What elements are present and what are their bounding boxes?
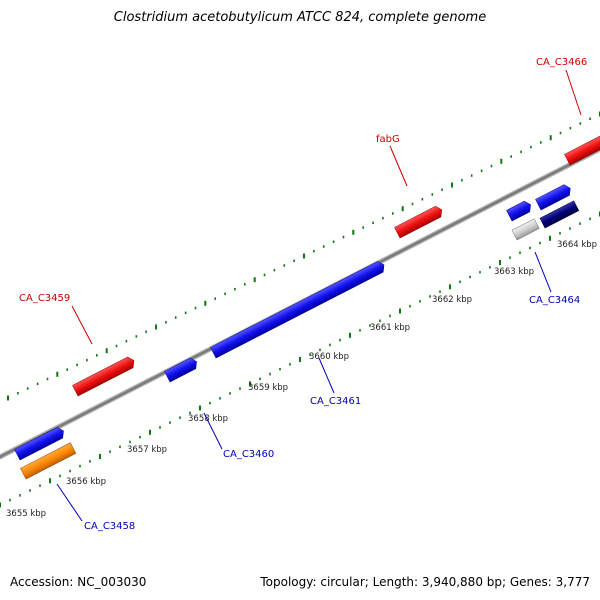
kbp-labels: 3655 kbp 3656 kbp 3657 kbp 3658 kbp 3659 kbp…: [6, 240, 597, 519]
kbp-label: 3661 kbp: [370, 323, 410, 333]
accession-text: Accession: NC_003030: [10, 575, 147, 589]
label-CA_C3464[interactable]: CA_C3464: [529, 295, 580, 306]
kbp-label: 3664 kbp: [557, 240, 597, 250]
kbp-label: 3662 kbp: [432, 295, 472, 305]
kbp-label: 3655 kbp: [6, 509, 46, 519]
kbp-label: 3657 kbp: [127, 445, 167, 455]
label-CA_C3459[interactable]: CA_C3459: [19, 293, 70, 304]
gene-CA_C3458[interactable]: [20, 442, 77, 480]
gene-blue-2[interactable]: [506, 199, 534, 222]
gene-CA_C3460[interactable]: [164, 356, 200, 383]
gene-blue-3[interactable]: [535, 183, 574, 211]
label-CA_C3460[interactable]: CA_C3460: [223, 449, 274, 460]
kbp-label: 3656 kbp: [66, 477, 106, 487]
gene-features: [14, 131, 600, 480]
kbp-label: 3663 kbp: [494, 267, 534, 277]
label-fabG[interactable]: fabG: [376, 134, 400, 145]
gene-CA_C3459[interactable]: [72, 355, 137, 397]
kbp-label: 3660 kbp: [309, 352, 349, 362]
label-CA_C3458[interactable]: CA_C3458: [84, 521, 135, 532]
tick-rows: [0, 111, 600, 508]
gene-CA_C3461[interactable]: [210, 260, 387, 359]
gene-label-lines: [56, 69, 582, 522]
kbp-label: 3658 kbp: [188, 414, 228, 424]
gene-blue-1[interactable]: [14, 426, 67, 461]
gene-navy[interactable]: [539, 200, 580, 229]
kbp-label: 3659 kbp: [248, 383, 288, 393]
gene-labels: CA_C3459 fabG CA_C3466 CA_C3458 CA_C3460…: [19, 57, 587, 532]
gene-gray[interactable]: [511, 218, 540, 241]
gene-fabG[interactable]: [394, 204, 445, 239]
label-CA_C3466[interactable]: CA_C3466: [536, 57, 587, 68]
map-title: Clostridium acetobutylicum ATCC 824, com…: [113, 10, 487, 25]
genome-summary: Topology: circular; Length: 3,940,880 bp…: [260, 575, 590, 589]
label-CA_C3461[interactable]: CA_C3461: [310, 396, 361, 407]
